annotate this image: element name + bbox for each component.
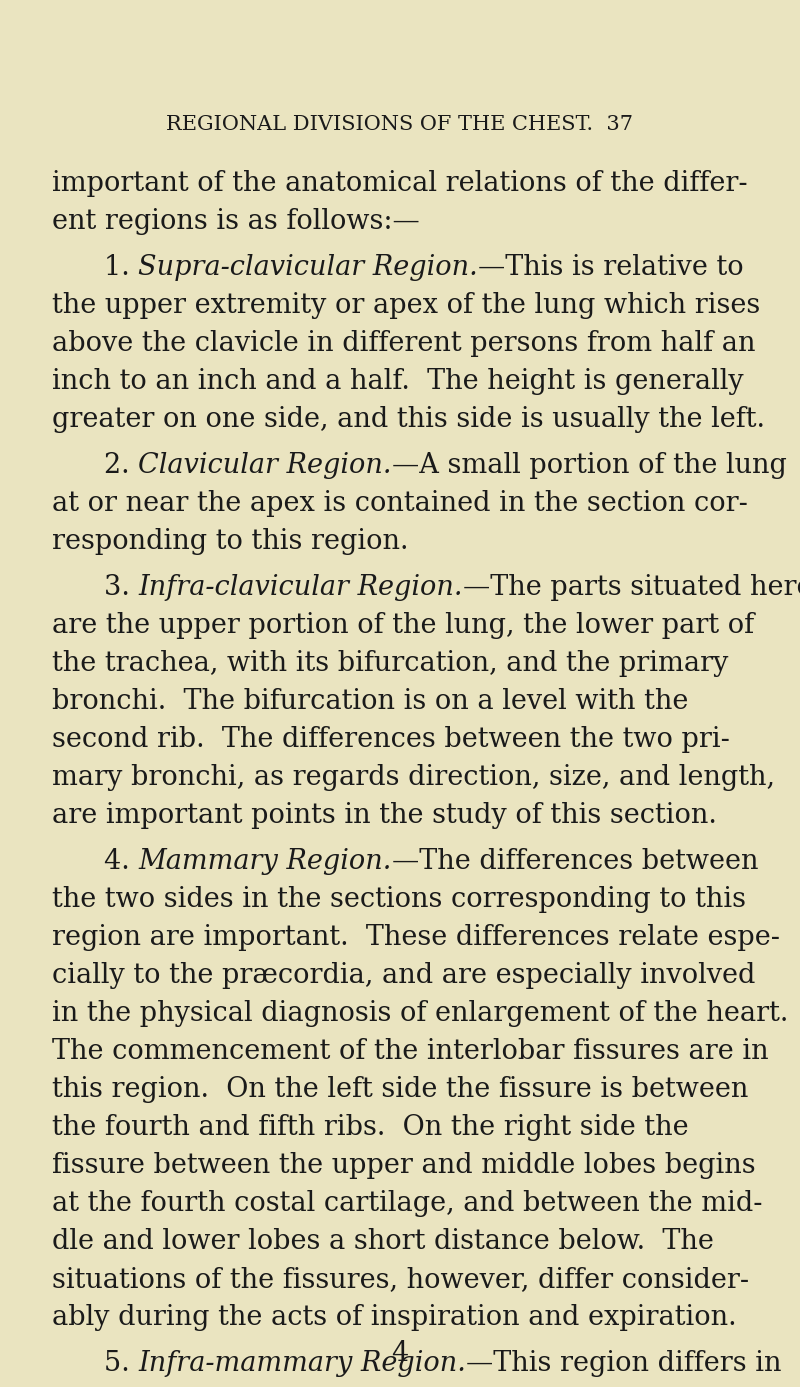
Text: Infra-clavicular Region.: Infra-clavicular Region.: [138, 574, 463, 601]
Text: —The differences between: —The differences between: [392, 847, 758, 875]
Text: greater on one side, and this side is usually the left.: greater on one side, and this side is us…: [52, 406, 765, 433]
Text: the two sides in the sections corresponding to this: the two sides in the sections correspond…: [52, 886, 746, 913]
Text: are the upper portion of the lung, the lower part of: are the upper portion of the lung, the l…: [52, 612, 754, 639]
Text: fissure between the upper and middle lobes begins: fissure between the upper and middle lob…: [52, 1153, 756, 1179]
Text: the fourth and fifth ribs.  On the right side the: the fourth and fifth ribs. On the right …: [52, 1114, 689, 1142]
Text: —The parts situated here: —The parts situated here: [463, 574, 800, 601]
Text: region are important.  These differences relate espe-: region are important. These differences …: [52, 924, 780, 951]
Text: are important points in the study of this section.: are important points in the study of thi…: [52, 802, 717, 829]
Text: the trachea, with its bifurcation, and the primary: the trachea, with its bifurcation, and t…: [52, 651, 728, 677]
Text: bronchi.  The bifurcation is on a level with the: bronchi. The bifurcation is on a level w…: [52, 688, 688, 716]
Text: REGIONAL DIVISIONS OF THE CHEST.  37: REGIONAL DIVISIONS OF THE CHEST. 37: [166, 115, 634, 135]
Text: 4.: 4.: [104, 847, 138, 875]
Text: 5.: 5.: [104, 1350, 138, 1377]
Text: —This region differs in: —This region differs in: [466, 1350, 782, 1377]
Text: at the fourth costal cartilage, and between the mid-: at the fourth costal cartilage, and betw…: [52, 1190, 762, 1216]
Text: Clavicular Region.: Clavicular Region.: [138, 452, 392, 479]
Text: 2.: 2.: [104, 452, 138, 479]
Text: mary bronchi, as regards direction, size, and length,: mary bronchi, as regards direction, size…: [52, 764, 775, 791]
Text: in the physical diagnosis of enlargement of the heart.: in the physical diagnosis of enlargement…: [52, 1000, 788, 1026]
Text: responding to this region.: responding to this region.: [52, 528, 409, 555]
Text: 3.: 3.: [104, 574, 138, 601]
Text: second rib.  The differences between the two pri-: second rib. The differences between the …: [52, 725, 730, 753]
Text: cially to the præcordia, and are especially involved: cially to the præcordia, and are especia…: [52, 963, 755, 989]
Text: dle and lower lobes a short distance below.  The: dle and lower lobes a short distance bel…: [52, 1227, 714, 1255]
Text: at or near the apex is contained in the section cor-: at or near the apex is contained in the …: [52, 490, 748, 517]
Text: Supra-clavicular Region.: Supra-clavicular Region.: [138, 254, 478, 282]
Text: above the clavicle in different persons from half an: above the clavicle in different persons …: [52, 330, 755, 356]
Text: 4: 4: [391, 1340, 409, 1368]
Text: Infra-mammary Region.: Infra-mammary Region.: [138, 1350, 466, 1377]
Text: —This is relative to: —This is relative to: [478, 254, 744, 282]
Text: The commencement of the interlobar fissures are in: The commencement of the interlobar fissu…: [52, 1037, 769, 1065]
Text: ably during the acts of inspiration and expiration.: ably during the acts of inspiration and …: [52, 1304, 737, 1332]
Text: this region.  On the left side the fissure is between: this region. On the left side the fissur…: [52, 1076, 748, 1103]
Text: inch to an inch and a half.  The height is generally: inch to an inch and a half. The height i…: [52, 368, 744, 395]
Text: 1.: 1.: [104, 254, 138, 282]
Text: important of the anatomical relations of the differ-: important of the anatomical relations of…: [52, 171, 748, 197]
Text: the upper extremity or apex of the lung which rises: the upper extremity or apex of the lung …: [52, 293, 760, 319]
Text: —A small portion of the lung: —A small portion of the lung: [392, 452, 786, 479]
Text: ent regions is as follows:—: ent regions is as follows:—: [52, 208, 420, 234]
Text: situations of the fissures, however, differ consider-: situations of the fissures, however, dif…: [52, 1266, 749, 1293]
Text: Mammary Region.: Mammary Region.: [138, 847, 392, 875]
